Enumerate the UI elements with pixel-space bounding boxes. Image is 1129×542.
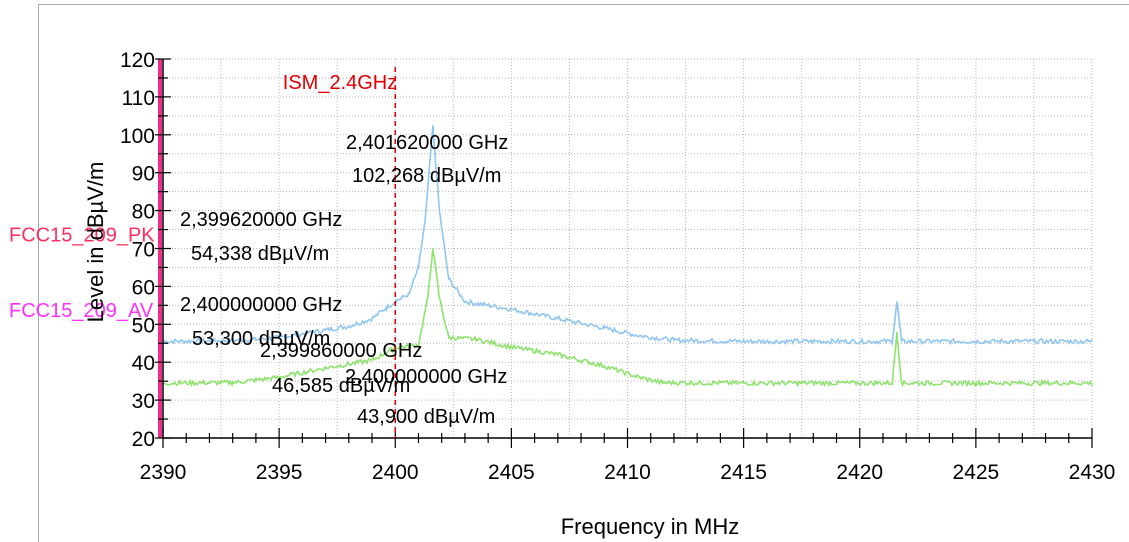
window-frame-top <box>38 4 1129 5</box>
y-tick-label: 100 <box>120 125 155 148</box>
x-axis-title: Frequency in MHz <box>561 514 740 539</box>
marker-layer: ISM_2.4GHz <box>283 67 397 438</box>
x-tick-label: 2390 <box>140 461 187 484</box>
y-tick-label: 40 <box>132 352 155 375</box>
series-line-peak <box>163 124 1093 347</box>
annotation-level-a3: 53,300 dBµV/m <box>192 328 330 350</box>
y-tick-label: 70 <box>132 239 155 262</box>
series-line-average <box>162 248 1093 388</box>
annotation-level-a2: 54,338 dBµV/m <box>191 243 329 265</box>
x-tick-label: 2405 <box>488 461 535 484</box>
limit-lines: FCC15_209_PK FCC15_209_AV <box>9 224 155 322</box>
x-tick-label: 2430 <box>1069 461 1116 484</box>
y-tick-label: 80 <box>132 201 155 224</box>
annotation-freq-a5: 2,400000000 GHz <box>345 366 507 388</box>
x-tick-label: 2415 <box>720 461 767 484</box>
y-axis-title: Level in dBµV/m <box>83 162 108 323</box>
x-tick-label: 2400 <box>372 461 419 484</box>
marker-label-ism: ISM_2.4GHz <box>283 72 397 94</box>
x-tick-label: 2425 <box>953 461 1000 484</box>
annotation-freq-a1: 2,401620000 GHz <box>346 132 508 154</box>
limit-label-pk: FCC15_209_PK <box>9 224 155 246</box>
x-tick-label: 2410 <box>604 461 651 484</box>
x-tick-label: 2420 <box>836 461 883 484</box>
annotation-level-a5: 43,900 dBµV/m <box>357 406 495 428</box>
limit-label-av: FCC15_209_AV <box>9 300 154 322</box>
y-tick-label: 30 <box>132 390 155 413</box>
annotation-freq-a2: 2,399620000 GHz <box>180 209 342 231</box>
annotation-freq-a4: 2,399860000 GHz <box>260 340 422 362</box>
y-tick-label: 50 <box>132 314 155 337</box>
x-tick-label: 2395 <box>256 461 303 484</box>
annotation-freq-a3: 2,400000000 GHz <box>180 294 342 316</box>
annotation-level-a4: 46,585 dBµV/m <box>272 375 410 397</box>
y-tick-label: 20 <box>132 428 155 451</box>
tick-labels: 20 30 40 50 60 70 80 90 100 110 120 2390 2395 2400 240… <box>120 49 1115 484</box>
y-tick-label: 110 <box>122 87 155 110</box>
series-layer <box>162 124 1093 388</box>
annotation-layer: 2,401620000 GHz 102,268 dBµV/m 2,399620000… <box>180 132 508 428</box>
chart-axes <box>155 58 1093 448</box>
y-tick-label: 120 <box>120 49 155 72</box>
annotation-level-a1: 102,268 dBµV/m <box>352 165 501 187</box>
y-tick-label: 90 <box>132 163 155 186</box>
window-frame-left <box>38 4 39 542</box>
y-tick-label: 60 <box>132 276 155 299</box>
